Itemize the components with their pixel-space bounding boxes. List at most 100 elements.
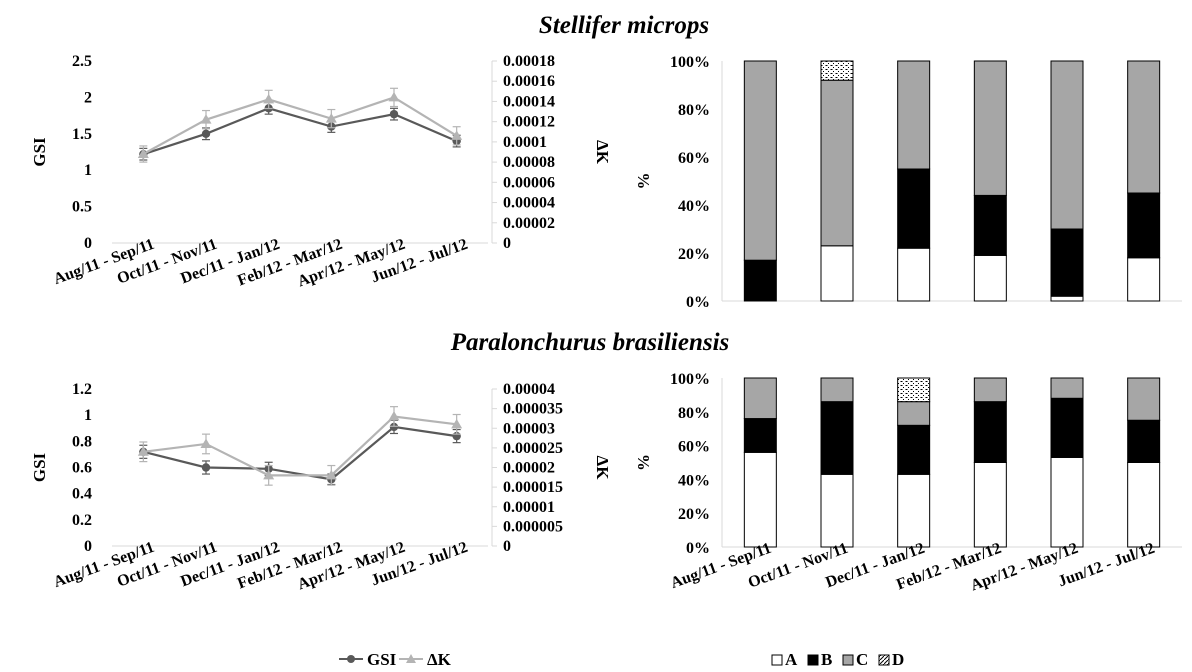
y2-tick-label: 0.00001 [503, 499, 555, 516]
y-tick-label: 0.2 [72, 512, 92, 529]
y2-tick-label: 0.0001 [503, 134, 547, 151]
bar-segment-d [897, 377, 931, 403]
y-tick-label: 60% [678, 439, 710, 456]
y2-tick-label: 0 [503, 235, 511, 252]
bar-segment-a [973, 462, 1007, 548]
bar-segment-a [973, 254, 1007, 302]
y-tick-label: 0 [84, 538, 92, 555]
bar-segment-a [743, 451, 777, 548]
y-axis-title: % [634, 454, 653, 471]
y-tick-label: 20% [678, 506, 710, 523]
dk-point [388, 91, 400, 102]
legend-dk-marker [406, 654, 416, 663]
legend-gsi-marker [347, 655, 355, 663]
bar-segment-a [1127, 462, 1161, 548]
dk-point [325, 113, 337, 123]
bar-segment-d [820, 60, 854, 81]
y2-tick-label: 0.000005 [503, 518, 563, 535]
bar-segment-a [897, 247, 931, 302]
y-tick-label: 100% [670, 54, 710, 71]
y2-tick-label: 0.00004 [503, 381, 555, 398]
bar-segment-b [1050, 397, 1084, 458]
y-axis-title: GSI [30, 452, 49, 482]
y2-tick-label: 0.000035 [503, 401, 563, 418]
y-tick-label: 60% [678, 150, 710, 167]
legend-gsi-label: GSI [367, 650, 397, 669]
gsi-point [201, 463, 211, 472]
species-title-bottom: Paralonchurus brasiliensis [450, 329, 730, 356]
legend-a-label: A [785, 650, 798, 669]
series-line-dk [142, 96, 458, 155]
series-line-gsi [142, 107, 458, 156]
y-tick-label: 0% [686, 540, 710, 557]
y-tick-label: 0.4 [72, 486, 92, 503]
bar-segment-b [820, 401, 854, 475]
bar-segment-c [743, 377, 777, 420]
y-tick-label: 1.2 [72, 381, 92, 398]
y-tick-label: 20% [678, 246, 710, 263]
y-tick-label: 40% [678, 198, 710, 215]
bar-segment-b [1127, 419, 1161, 463]
y-tick-label: 0.6 [72, 460, 92, 477]
y-tick-label: 1 [84, 162, 92, 179]
y-axis-title: % [634, 173, 653, 190]
bar-segment-b [897, 168, 931, 249]
y2-tick-label: 0.00016 [503, 73, 555, 90]
species-title-top: Stellifer microps [539, 12, 709, 39]
bar-segment-b [1127, 192, 1161, 259]
legend-a-swatch [771, 654, 783, 666]
y2-tick-label: 0.00012 [503, 114, 555, 131]
bar-segment-a [1127, 257, 1161, 302]
y-axis-title: GSI [30, 137, 49, 167]
y2-tick-label: 0.000025 [503, 440, 563, 457]
y-tick-label: 0.5 [72, 199, 92, 216]
y-tick-label: 80% [678, 102, 710, 119]
y-tick-label: 0.8 [72, 433, 92, 450]
bar-segment-a [820, 245, 854, 302]
bar-legend: A B C D [771, 650, 904, 669]
gsi-point [389, 422, 399, 432]
series-line-dk [143, 415, 457, 477]
bar-segment-c [1127, 60, 1161, 194]
bar-segment-b [897, 424, 931, 475]
bottom-bar-chart: 0%20%40%60%80%100%%Aug/11 - Sep/11Oct/11… [634, 371, 1182, 594]
y-tick-label: 1.5 [72, 126, 92, 143]
y-tick-label: 80% [678, 405, 710, 422]
dk-point [137, 446, 149, 456]
y-tick-label: 40% [678, 472, 710, 489]
dk-point [137, 148, 149, 159]
bar-segment-c [897, 60, 931, 170]
y-tick-label: 2.5 [72, 53, 92, 70]
y2-tick-label: 0.00004 [503, 195, 555, 212]
bar-segment-b [973, 401, 1007, 464]
y2-tick-label: 0.00002 [503, 460, 555, 477]
dk-point [325, 469, 337, 480]
dk-point [451, 130, 463, 140]
bar-segment-c [973, 60, 1007, 196]
bar-segment-b [743, 259, 777, 302]
y2-tick-label: 0.00006 [503, 174, 555, 191]
line-legend: GSI ΔK [339, 650, 452, 669]
bar-segment-c [1050, 377, 1084, 399]
bar-segment-c [897, 401, 931, 426]
legend-d-label: D [892, 650, 904, 669]
gsi-point [389, 109, 399, 119]
dk-point [263, 469, 275, 480]
legend-d-swatch [878, 654, 890, 666]
legend-dk-label: ΔK [427, 650, 452, 669]
bar-segment-a [820, 473, 854, 548]
bar-segment-c [973, 377, 1007, 403]
y-tick-label: 2 [84, 89, 92, 106]
legend-b-label: B [821, 650, 832, 669]
bar-segment-a [1050, 295, 1084, 302]
y-tick-label: 1 [84, 407, 92, 424]
gsi-point [201, 129, 211, 138]
legend-c-swatch [842, 654, 854, 666]
dk-point [200, 114, 212, 124]
y2-axis-title: ΔK [593, 456, 612, 481]
legend-b-swatch [807, 654, 819, 666]
bar-segment-b [973, 194, 1007, 256]
dk-point [451, 418, 463, 429]
bar-segment-c [1050, 60, 1084, 230]
